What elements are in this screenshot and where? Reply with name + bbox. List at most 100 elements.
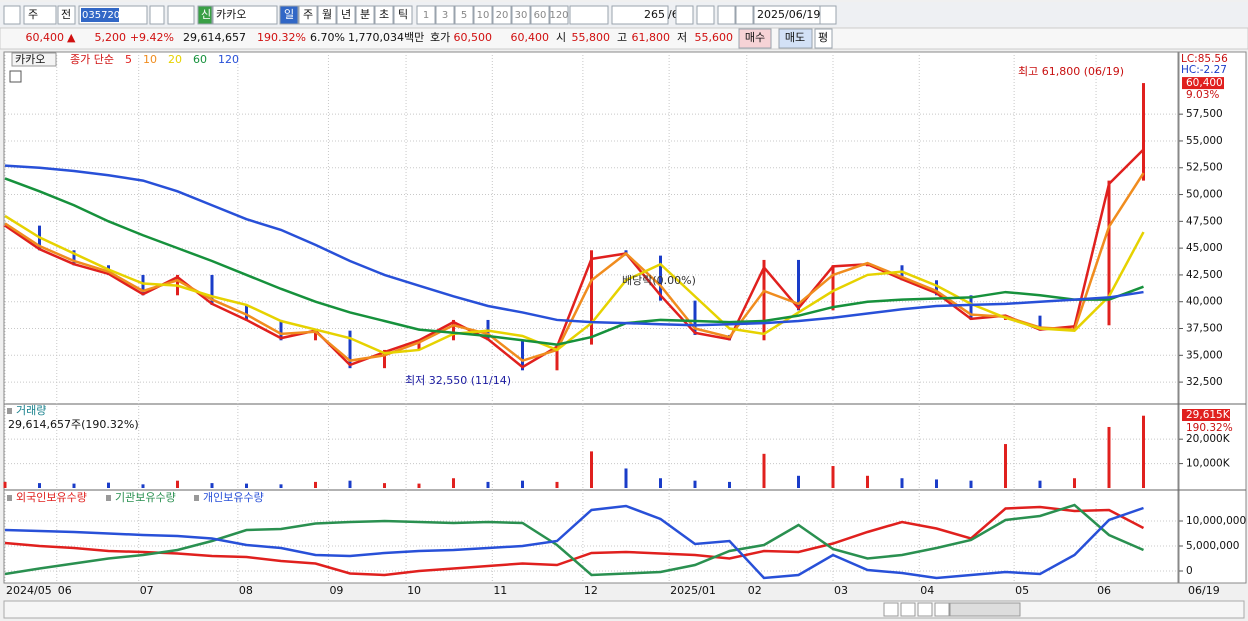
- quote-amount: 1,770,034백만: [348, 31, 424, 44]
- quote-bar: [0, 27, 1248, 50]
- avg-button[interactable]: [814, 28, 833, 49]
- tool-icon[interactable]: [735, 5, 754, 25]
- volume-bar: [1038, 480, 1042, 488]
- prev-button[interactable]: [57, 5, 76, 25]
- table-icon[interactable]: [9, 70, 22, 83]
- series-line: [4, 504, 1144, 580]
- buy-button[interactable]: [738, 28, 772, 49]
- unit-button[interactable]: [336, 5, 356, 25]
- x-tick-label: 03: [834, 584, 848, 597]
- multiplier-button[interactable]: [454, 5, 474, 25]
- candle: [831, 265, 835, 311]
- scroll-button[interactable]: [917, 602, 933, 617]
- candle: [762, 259, 766, 341]
- unit-button[interactable]: [393, 5, 413, 25]
- x-tick-label: 09: [329, 584, 343, 597]
- sell-label: 매도: [785, 31, 805, 44]
- panel-subtitle: 29,614,657주(190.32%): [8, 418, 139, 431]
- volume-bar: [210, 483, 214, 488]
- candle: [314, 330, 317, 341]
- y-tick-label: 37,500: [1186, 323, 1223, 335]
- stock-name-box[interactable]: [212, 5, 278, 25]
- unit-label: 년: [341, 8, 351, 21]
- y-tick-label: 35,000: [1186, 349, 1223, 361]
- multiplier-button[interactable]: [549, 5, 569, 25]
- y-tick-label: 10,000K: [1186, 458, 1231, 470]
- multiplier-label: 3: [442, 10, 448, 21]
- scrollbar[interactable]: [3, 600, 1245, 619]
- multiplier-button[interactable]: [530, 5, 550, 25]
- annotation: 배당락(0.00%): [622, 274, 696, 287]
- change-label: 9.03%: [1186, 89, 1219, 101]
- volume-bar: [486, 481, 490, 488]
- multiplier-button[interactable]: [435, 5, 455, 25]
- unit-button[interactable]: [374, 5, 394, 25]
- legend-entry: 20: [168, 53, 182, 66]
- volume-bar: [1142, 415, 1145, 488]
- candle: [659, 255, 662, 301]
- scroll-button[interactable]: [900, 602, 916, 617]
- unit-button[interactable]: [279, 5, 299, 25]
- last-volume-label: 29,615K: [1186, 409, 1231, 421]
- scroll-thumb[interactable]: [949, 602, 1021, 617]
- multiplier-button[interactable]: [473, 5, 493, 25]
- multiplier-label: 5: [461, 10, 467, 21]
- multiplier-button[interactable]: [511, 5, 531, 25]
- axis-area: [1178, 51, 1247, 584]
- candle: [1107, 180, 1111, 326]
- y-tick-label: 57,500: [1186, 108, 1223, 120]
- sound-button[interactable]: [167, 5, 195, 25]
- lc-label: LC:85.56: [1181, 53, 1228, 65]
- candle: [279, 319, 283, 341]
- multiplier-button[interactable]: [492, 5, 512, 25]
- search-button[interactable]: [149, 5, 165, 25]
- x-tick-label: 07: [140, 584, 154, 597]
- y-tick-label: 5,000,000: [1186, 540, 1239, 552]
- y-tick-label: 40,000: [1186, 296, 1223, 308]
- scroll-button[interactable]: [883, 602, 899, 617]
- volume-bar: [693, 480, 697, 488]
- calendar-button[interactable]: [819, 5, 837, 25]
- scroll-button[interactable]: [934, 602, 950, 617]
- period-select[interactable]: [23, 5, 57, 25]
- multiplier-label: 1: [423, 10, 429, 21]
- volume-bar: [107, 482, 110, 488]
- series-line: [4, 164, 1144, 327]
- menu-button[interactable]: [3, 5, 21, 25]
- x-tick-label: 04: [920, 584, 934, 597]
- volume-bar: [176, 480, 179, 488]
- candle: [452, 319, 455, 341]
- legend-box: [11, 52, 57, 67]
- unit-button[interactable]: [355, 5, 375, 25]
- multiplier-label: 10: [477, 10, 490, 21]
- x-tick-label: 06: [1097, 584, 1111, 597]
- volume-bar: [762, 453, 766, 488]
- candle: [866, 265, 869, 267]
- x-tick-label: 2025/01: [670, 584, 716, 597]
- unit-button[interactable]: [298, 5, 318, 25]
- new-badge[interactable]: [197, 5, 213, 25]
- x-tick-label: 02: [748, 584, 762, 597]
- tool-icon[interactable]: [717, 5, 736, 25]
- unit-label: 월: [322, 8, 332, 21]
- quote-high: 61,800: [632, 31, 671, 44]
- x-tick-label: 08: [239, 584, 253, 597]
- unit-button[interactable]: [317, 5, 337, 25]
- tool-icon[interactable]: [675, 5, 694, 25]
- x-end-label: 06/19: [1188, 584, 1220, 597]
- tool-icon[interactable]: [696, 5, 715, 25]
- volume-ratio-label: 190.32%: [1186, 422, 1233, 434]
- sell-button[interactable]: [778, 28, 813, 49]
- legend-entry: 기관보유수량: [115, 491, 176, 504]
- candle: [383, 349, 386, 369]
- candle: [797, 259, 800, 311]
- multiplier-button[interactable]: [416, 5, 436, 25]
- quote-rate: +9.42%: [130, 31, 174, 44]
- quote-arrow: ▲: [67, 31, 76, 44]
- volume-bar: [141, 484, 145, 488]
- blank-select[interactable]: [569, 5, 609, 25]
- new-label: 신: [201, 8, 211, 21]
- count-box[interactable]: [611, 5, 669, 25]
- y-tick-label: 10,000,000: [1186, 515, 1246, 527]
